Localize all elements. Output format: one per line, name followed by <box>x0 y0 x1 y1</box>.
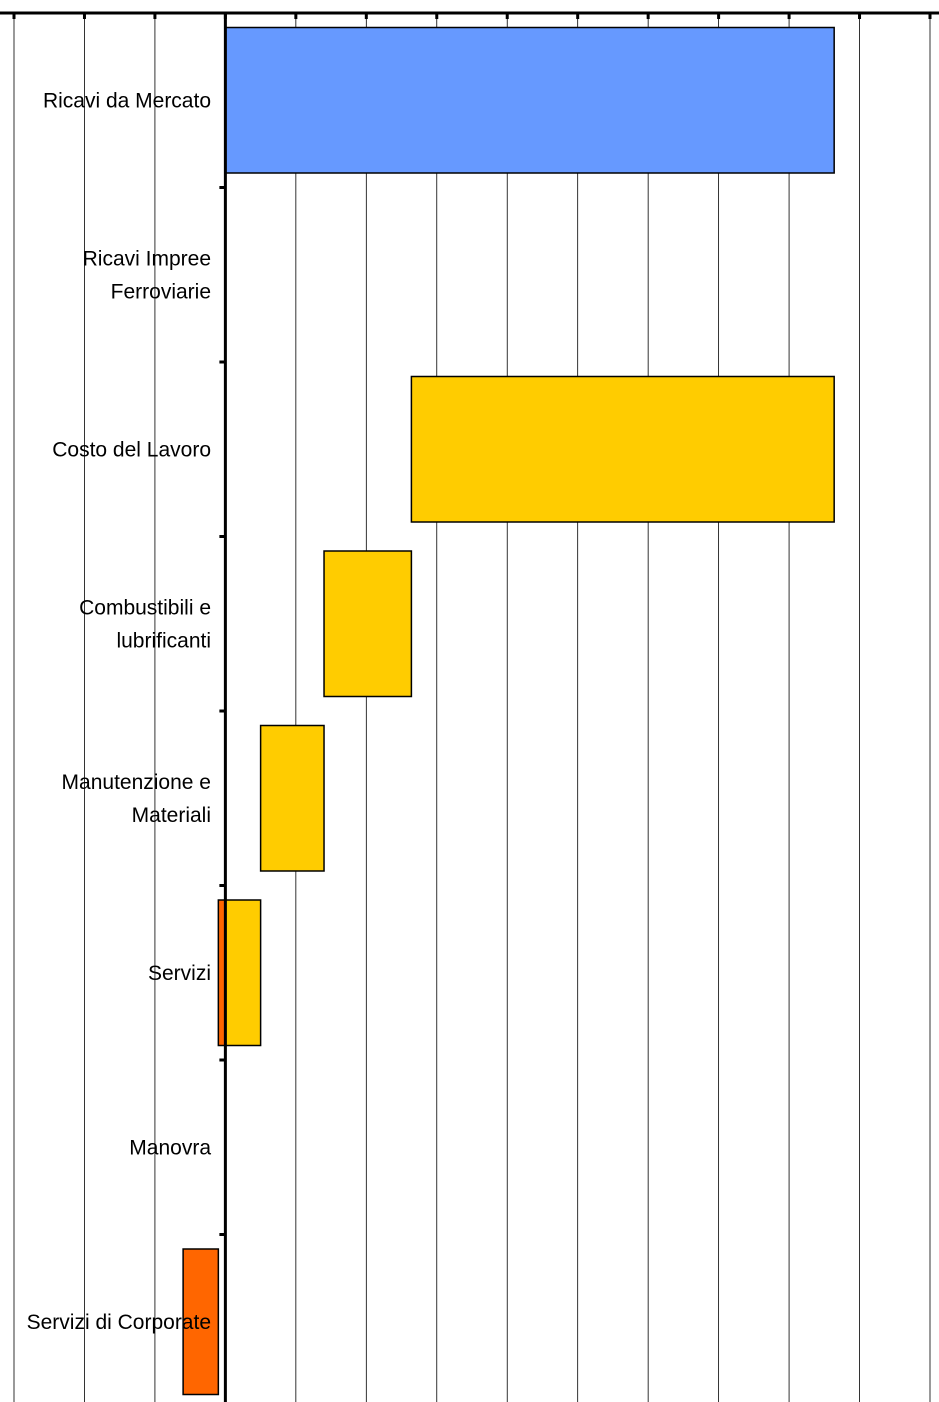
bar-5 <box>224 899 262 1047</box>
category-label: Costo del Lavoro <box>52 438 211 461</box>
category-label: Ricavi Impree Ferroviarie <box>83 247 211 303</box>
bar-3 <box>323 550 413 698</box>
category-label-line: lubrificanti <box>116 629 211 652</box>
bar-7 <box>182 1248 220 1396</box>
category-label-line: Ferroviarie <box>111 280 211 303</box>
category-label-line: Manutenzione e <box>62 771 211 794</box>
bar-0 <box>224 26 835 174</box>
gridlines <box>13 13 931 1402</box>
category-label-line: Combustibili e <box>79 596 211 619</box>
category-labels: Ricavi da Mercato Ricavi Impree Ferroviari… <box>27 89 212 1334</box>
category-label: Servizi di Corporate <box>27 1311 211 1334</box>
category-label: Manutenzione e Materiali <box>62 771 211 827</box>
category-label-line: Ricavi Impree <box>83 247 211 270</box>
category-label-line: Costo del Lavoro <box>52 438 211 461</box>
category-label-line: Materiali <box>132 804 211 827</box>
category-label-line: Servizi di Corporate <box>27 1311 211 1334</box>
category-label: Manovra <box>129 1136 211 1159</box>
bars <box>182 26 835 1396</box>
category-label: Ricavi da Mercato <box>43 89 211 112</box>
bar-4 <box>259 724 325 872</box>
category-label-line: Manovra <box>129 1136 211 1159</box>
category-label-line: Servizi <box>148 962 211 985</box>
category-label-line: Ricavi da Mercato <box>43 89 211 112</box>
category-label: Servizi <box>148 962 211 985</box>
axes <box>0 11 939 1402</box>
bar-2 <box>410 375 835 523</box>
category-label: Combustibili e lubrificanti <box>79 596 211 652</box>
